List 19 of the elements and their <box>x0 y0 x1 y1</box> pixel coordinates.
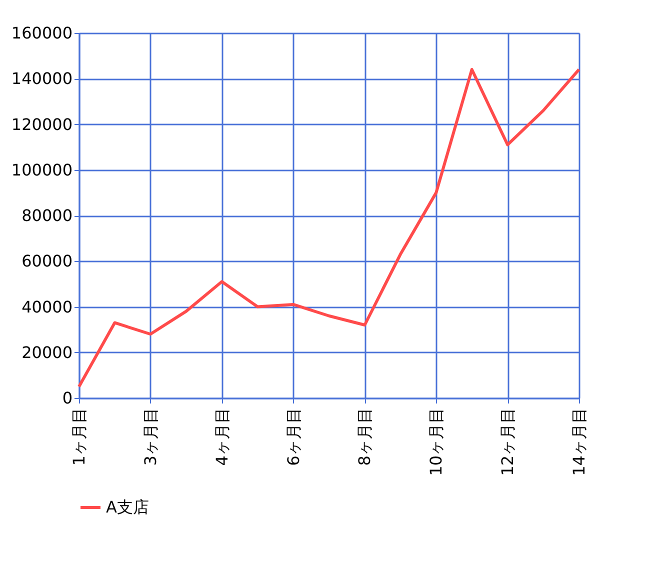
y-tick-label: 80000 <box>22 206 72 225</box>
y-tick-label: 0 <box>62 388 72 408</box>
legend-label: A支店 <box>106 498 149 516</box>
y-tick-label: 40000 <box>22 297 72 316</box>
x-tick-label: 14ヶ月目 <box>570 408 588 476</box>
y-tick-label: 60000 <box>22 252 72 271</box>
x-tick-label: 6ヶ月目 <box>284 408 303 466</box>
y-tick-label: 100000 <box>11 160 72 180</box>
x-tick-label: 3ヶ月目 <box>140 408 160 466</box>
y-tick-label: 160000 <box>11 24 72 42</box>
y-tick-label: 20000 <box>22 342 72 362</box>
y-tick-label: 120000 <box>11 114 72 134</box>
y-tick-label: 140000 <box>11 69 72 88</box>
x-tick-label: 12ヶ月目 <box>498 408 518 476</box>
x-tick-label: 8ヶ月目 <box>355 408 374 466</box>
x-tick-label: 1ヶ月目 <box>70 408 88 466</box>
x-tick-label: 4ヶ月目 <box>212 408 232 466</box>
x-tick-label: 10ヶ月目 <box>426 408 446 476</box>
line-series <box>78 68 580 388</box>
